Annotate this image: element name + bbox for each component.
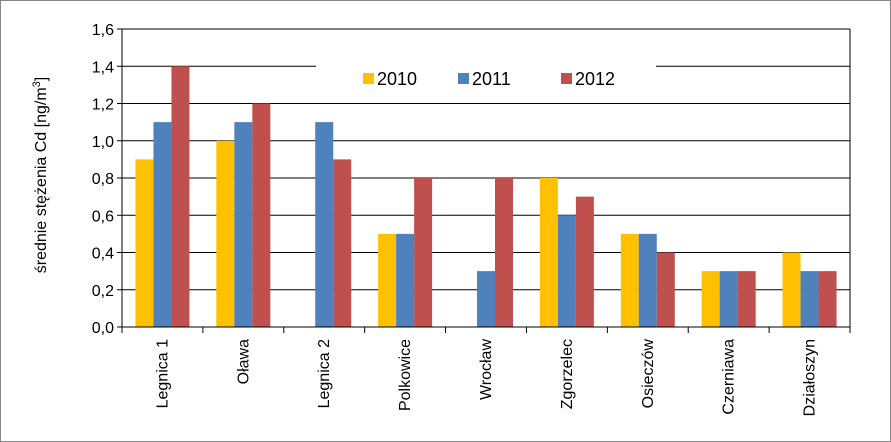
- y-tick-label: 1,4: [92, 59, 114, 76]
- legend-label: 2012: [575, 69, 615, 89]
- bar: [818, 271, 837, 327]
- category-label: Osieczów: [640, 339, 657, 409]
- bar: [234, 122, 253, 327]
- bar: [414, 178, 433, 327]
- y-tick-label: 0,4: [92, 246, 114, 263]
- legend: 2010 2011 2012: [316, 58, 656, 100]
- y-axis-label-end: ]: [33, 77, 50, 81]
- category-label: Działoszyn: [802, 339, 819, 416]
- legend-swatch: [363, 73, 374, 84]
- category-label: Wrocław: [478, 339, 495, 400]
- category-label: Oława: [235, 339, 252, 384]
- category-label: Polkowice: [397, 339, 414, 411]
- y-tick-labels: 0,0 0,2 0,4 0,6 0,8 1,0 1,2 1,4 1,6: [92, 22, 114, 337]
- bar: [719, 271, 738, 327]
- bar: [333, 159, 352, 327]
- bar: [477, 271, 495, 327]
- y-axis-label-main: średnie stężenia Cd [ng/m: [33, 87, 50, 273]
- bar: [135, 159, 154, 327]
- bar: [539, 178, 558, 327]
- bar: [315, 122, 334, 327]
- category-label: Legnica 1: [154, 339, 171, 408]
- bar: [656, 252, 675, 327]
- bar: [782, 252, 801, 327]
- category-labels: Legnica 1 Oława Legnica 2 Polkowice Wrocław Z…: [154, 339, 818, 417]
- bar: [575, 196, 594, 327]
- y-tick-label: 0,6: [92, 208, 114, 225]
- y-tick-label: 1,2: [92, 97, 114, 114]
- bar: [495, 178, 513, 327]
- y-tick-label: 0,2: [92, 283, 114, 300]
- bar: [396, 233, 415, 327]
- y-tick-label: 0,8: [92, 171, 114, 188]
- y-axis-label-sup: 3: [31, 81, 43, 87]
- bars: [135, 66, 837, 327]
- category-label: Legnica 2: [316, 339, 333, 408]
- y-tick-label: 0,0: [92, 320, 114, 337]
- bar: [252, 103, 271, 327]
- bar: [153, 122, 172, 327]
- axes: [117, 28, 851, 333]
- bar: [800, 271, 819, 327]
- category-label: Czerniawa: [721, 339, 738, 415]
- bar: [737, 271, 756, 327]
- category-label: Zgorzelec: [559, 339, 576, 409]
- y-axis-label: średnie stężenia Cd [ng/m3]: [31, 77, 50, 273]
- legend-swatch: [561, 73, 572, 84]
- bar: [557, 215, 576, 327]
- bar: [638, 233, 657, 327]
- y-tick-label: 1,6: [92, 22, 114, 39]
- bar: [216, 140, 235, 327]
- legend-label: 2011: [472, 69, 511, 89]
- y-tick-label: 1,0: [92, 134, 114, 151]
- bar: [701, 271, 720, 327]
- legend-label: 2010: [377, 69, 417, 89]
- legend-swatch: [458, 73, 469, 84]
- bar: [620, 233, 639, 327]
- bar: [171, 66, 190, 327]
- bar: [378, 233, 397, 327]
